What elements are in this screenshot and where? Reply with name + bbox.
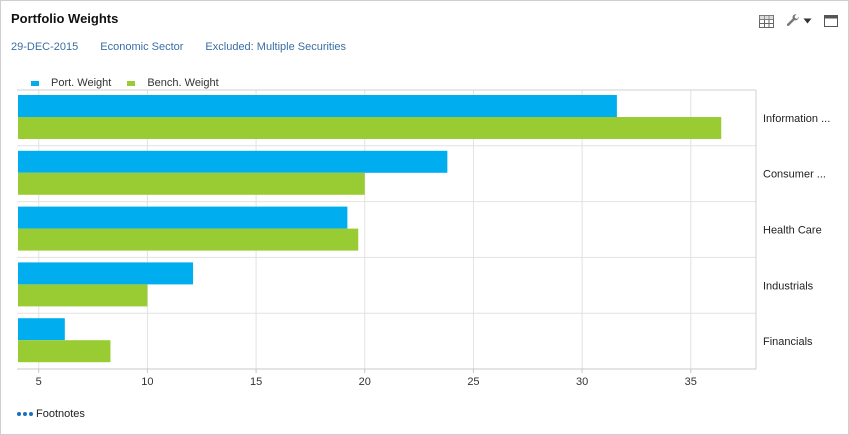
tick-label-10: 10	[141, 376, 153, 388]
bar-port-2	[18, 206, 348, 229]
subheader: 29-DEC-2015 Economic Sector Excluded: Mu…	[11, 41, 346, 53]
dots-icon	[17, 412, 33, 416]
bar-bench-2	[18, 228, 359, 251]
tools-menu-button[interactable]	[786, 12, 812, 30]
maximize-icon	[824, 15, 838, 27]
tick-label-15: 15	[250, 376, 262, 388]
bar-port-1	[18, 150, 448, 173]
bar-port-0	[18, 95, 617, 117]
bar-bench-1	[18, 172, 365, 195]
category-label-0: Information ...	[763, 113, 830, 125]
wrench-icon	[786, 14, 799, 26]
bar-bench-4	[18, 340, 111, 363]
footnotes-label: Footnotes	[36, 408, 85, 420]
tick-label-30: 30	[576, 376, 588, 388]
bar-port-4	[18, 318, 65, 341]
bar-bench-3	[18, 284, 148, 307]
caret-down-icon	[803, 18, 812, 24]
tick-label-20: 20	[359, 376, 371, 388]
tick-label-25: 25	[467, 376, 479, 388]
exclusion-link[interactable]: Excluded: Multiple Securities	[205, 41, 347, 53]
maximize-button[interactable]	[824, 12, 838, 30]
bar-chart: Information ... Consumer ... Health Care In…	[17, 89, 830, 388]
tick-label-5: 5	[36, 376, 42, 388]
legend-label-port-weight: Port. Weight	[51, 77, 112, 89]
tick-label-35: 35	[685, 376, 697, 388]
panel-title: Portfolio Weights	[11, 11, 119, 26]
grouping-link[interactable]: Economic Sector	[100, 41, 184, 53]
legend-item-port-weight[interactable]: Port. Weight	[31, 77, 111, 89]
category-label-4: Financials	[763, 336, 813, 348]
legend-swatch-port-weight	[31, 80, 39, 86]
legend-label-bench-weight: Bench. Weight	[147, 77, 219, 89]
date-link[interactable]: 29-DEC-2015	[11, 41, 79, 53]
grid-icon	[759, 14, 774, 28]
footnotes-link[interactable]: Footnotes	[17, 408, 85, 420]
category-label-1: Consumer ...	[763, 169, 826, 181]
category-label-2: Health Care	[763, 225, 822, 237]
category-label-3: Industrials	[763, 280, 814, 292]
grid-view-button[interactable]	[759, 12, 774, 30]
panel-toolbar	[759, 12, 838, 30]
legend-swatch-bench-weight	[127, 80, 136, 86]
legend-item-bench-weight[interactable]: Bench. Weight	[127, 77, 219, 89]
bar-port-3	[18, 262, 194, 285]
bar-bench-0	[18, 117, 722, 139]
chart-legend: Port. Weight Bench. Weight	[31, 77, 219, 89]
